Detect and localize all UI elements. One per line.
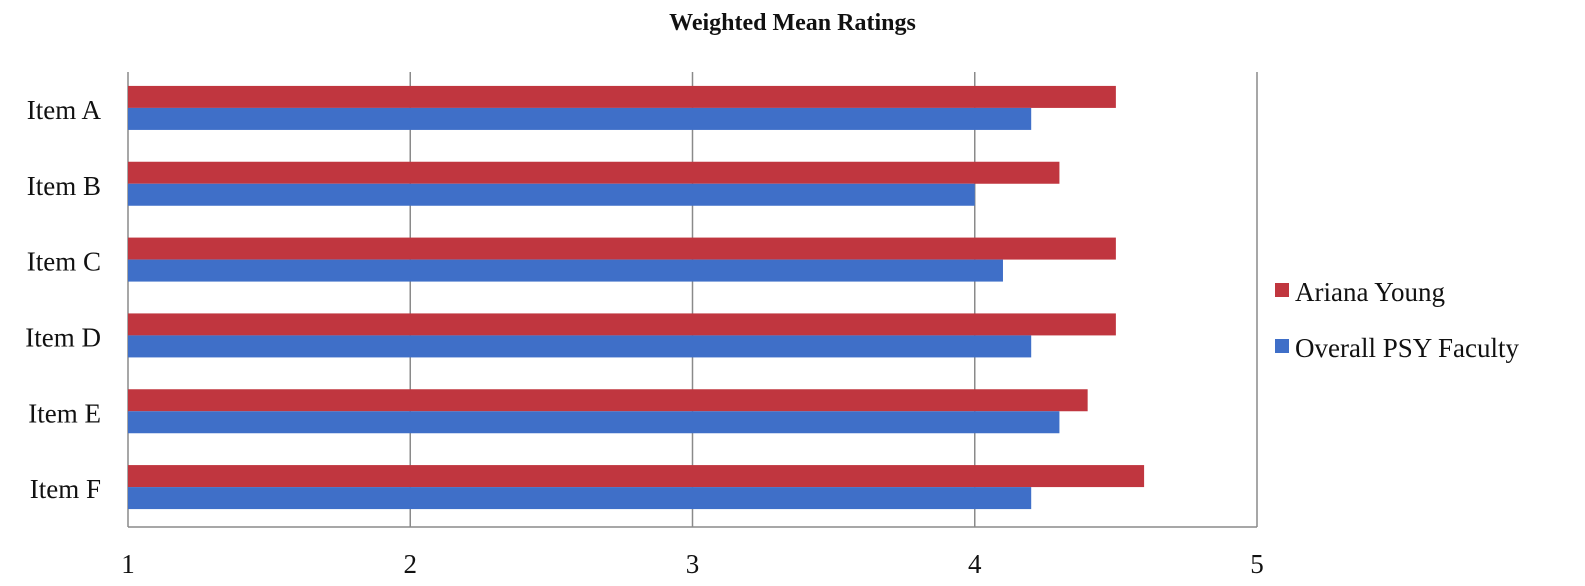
bar-series2-item-6 bbox=[128, 487, 1032, 510]
bar-series1-item-3 bbox=[128, 237, 1116, 260]
category-label: Item B bbox=[27, 171, 101, 201]
bar-series1-item-6 bbox=[128, 465, 1145, 488]
bar-series2-item-1 bbox=[128, 107, 1032, 130]
x-tick-label: 2 bbox=[404, 549, 418, 579]
category-label: Item C bbox=[27, 247, 101, 277]
bar-series2-item-2 bbox=[128, 183, 975, 206]
x-tick-label: 1 bbox=[121, 549, 135, 579]
category-label: Item E bbox=[28, 398, 101, 428]
bars bbox=[128, 85, 1145, 510]
bar-series1-item-4 bbox=[128, 313, 1116, 336]
category-label: Item D bbox=[25, 322, 101, 352]
category-label: Item F bbox=[30, 474, 101, 504]
legend-swatch bbox=[1275, 283, 1289, 297]
bar-series2-item-3 bbox=[128, 259, 1003, 282]
legend-swatch bbox=[1275, 339, 1289, 353]
bar-series1-item-1 bbox=[128, 85, 1116, 108]
bar-series2-item-4 bbox=[128, 335, 1032, 358]
bar-series2-item-5 bbox=[128, 411, 1060, 434]
x-tick-label: 3 bbox=[686, 549, 700, 579]
legend-label: Overall PSY Faculty bbox=[1295, 333, 1519, 363]
labels: 1 2 3 4 5 Item A Item B Item C Item D Item E Item … bbox=[25, 95, 1263, 579]
bar-series1-item-2 bbox=[128, 161, 1060, 184]
grid-lines bbox=[127, 72, 1258, 527]
legend-label: Ariana Young bbox=[1295, 277, 1445, 307]
bar-series1-item-5 bbox=[128, 389, 1088, 412]
category-label: Item A bbox=[27, 95, 102, 125]
legend: Ariana Young Overall PSY Faculty bbox=[1275, 277, 1519, 363]
chart-title: Weighted Mean Ratings bbox=[669, 10, 916, 36]
x-tick-label: 4 bbox=[968, 549, 982, 579]
x-tick-label: 5 bbox=[1250, 549, 1264, 579]
